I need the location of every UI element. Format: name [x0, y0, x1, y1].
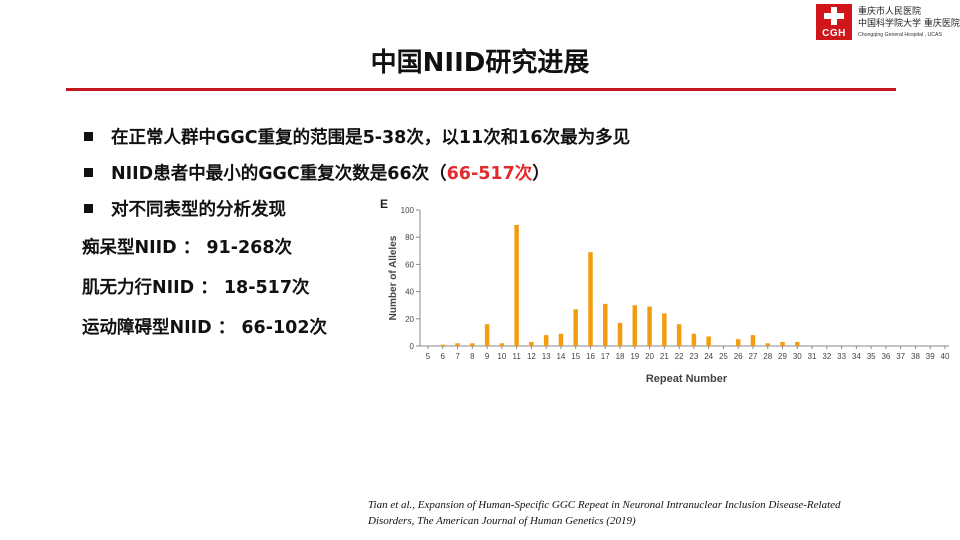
bar: [573, 309, 578, 346]
bullet-text-after: ）: [532, 163, 550, 184]
phenotype-movement: 运动障碍型NIID ： 66-102次: [82, 318, 328, 338]
x-tick-label: 34: [852, 352, 861, 361]
bar: [514, 224, 519, 346]
bar: [795, 341, 800, 346]
bar: [543, 335, 549, 346]
x-tick-label: 39: [926, 352, 935, 361]
y-tick-label: 20: [405, 315, 414, 324]
bar: [662, 313, 667, 346]
bullet-text: 在正常人群中GGC重复的范围是5-38次，以11次和16次最为多见: [111, 127, 631, 148]
bar: [647, 306, 652, 346]
bar: [691, 333, 697, 346]
bar: [455, 343, 460, 346]
x-tick-label: 12: [527, 352, 536, 361]
bar: [617, 322, 623, 346]
phenotype-dementia: 痴呆型NIID ： 91-268次: [82, 238, 293, 258]
bar: [735, 339, 741, 346]
phenotype-weakness: 肌无力行NIID ： 18-517次: [82, 278, 310, 298]
bar: [558, 333, 564, 346]
x-tick-label: 10: [497, 352, 506, 361]
bar: [780, 341, 785, 346]
repeat-number-bar-chart: E 0 20 40 60 80 100 5 6 7 8 9 10 11 12 13 14 15 16 17 18 19 20…: [380, 197, 950, 385]
slide-title: 中国NIID研究进展: [370, 48, 590, 78]
y-tick-label: 40: [405, 288, 414, 297]
logo-name-cn-2: 中国科学院大学 重庆医院: [858, 19, 960, 29]
bullet-list: 在正常人群中GGC重复的范围是5-38次，以11次和16次最为多见 NIID患者…: [84, 118, 630, 226]
x-tick-label: 36: [881, 352, 890, 361]
x-tick-label: 32: [822, 352, 831, 361]
bullet-text: 对不同表型的分析发现: [111, 199, 286, 220]
title-divider: [66, 88, 896, 91]
citation-line-1: Tian et al., Expansion of Human-Specific…: [368, 499, 841, 511]
x-tick-label: 35: [867, 352, 876, 361]
x-tick-label: 24: [704, 352, 713, 361]
bar: [632, 305, 638, 346]
bar: [588, 252, 593, 346]
bullet-text-before: NIID患者中最小的GGC重复次数是66次（: [111, 163, 447, 184]
citation-line-2: Disorders, The American Journal of Human…: [368, 515, 636, 527]
bar: [706, 336, 711, 346]
panel-label: E: [380, 197, 388, 211]
x-tick-label: 14: [556, 352, 565, 361]
y-tick-label: 80: [405, 233, 414, 242]
bullet-square-icon: [84, 167, 93, 177]
x-tick-label: 20: [645, 352, 654, 361]
x-tick-label: 23: [689, 352, 698, 361]
x-tick-label: 17: [601, 352, 610, 361]
bullet-square-icon: [84, 203, 93, 213]
logo-name-en: Chongqing General Hospital , UCAS: [858, 32, 942, 38]
y-axis-label: Number of Alleles: [388, 235, 399, 320]
bar: [470, 343, 475, 346]
bullet-item: 对不同表型的分析发现: [84, 190, 630, 226]
x-tick-label: 27: [749, 352, 758, 361]
bar: [484, 324, 490, 346]
bar: [765, 343, 770, 346]
y-tick-label: 60: [405, 260, 414, 269]
x-tick-label: 33: [837, 352, 846, 361]
x-tick-label: 11: [512, 352, 521, 361]
x-tick-label: 13: [542, 352, 551, 361]
x-tick-label: 19: [630, 352, 639, 361]
logo-abbr: CGH: [822, 28, 846, 39]
x-tick-label: 6: [441, 352, 446, 361]
x-axis-label: Repeat Number: [646, 373, 728, 385]
citation: Tian et al., Expansion of Human-Specific…: [368, 497, 958, 529]
logo-name-cn-1: 重庆市人民医院: [858, 7, 922, 17]
bullet-highlight: 66-517次: [446, 163, 533, 184]
x-tick-label: 18: [616, 352, 625, 361]
x-tick-label: 28: [763, 352, 772, 361]
x-tick-label: 21: [660, 352, 669, 361]
hospital-logo: CGH 重庆市人民医院 中国科学院大学 重庆医院 Chongqing Gener…: [816, 4, 960, 44]
bullet-item: 在正常人群中GGC重复的范围是5-38次，以11次和16次最为多见: [84, 118, 630, 154]
bullet-item: NIID患者中最小的GGC重复次数是66次（ 66-517次）: [84, 154, 630, 190]
x-tick-label: 40: [941, 352, 950, 361]
y-tick-label: 0: [410, 342, 415, 351]
x-tick-label: 22: [675, 352, 684, 361]
x-tick-label: 30: [793, 352, 802, 361]
bar: [529, 341, 534, 346]
x-tick-label: 26: [734, 352, 743, 361]
x-tick-label: 31: [808, 352, 817, 361]
bar: [440, 344, 446, 346]
x-tick-label: 7: [455, 352, 460, 361]
x-tick-label: 15: [571, 352, 580, 361]
x-tick-label: 16: [586, 352, 595, 361]
bar: [499, 343, 505, 346]
bar: [750, 335, 756, 346]
bar: [603, 303, 608, 346]
x-tick-label: 29: [778, 352, 787, 361]
bar: [676, 324, 682, 346]
x-tick-label: 25: [719, 352, 728, 361]
x-tick-label: 8: [470, 352, 475, 361]
x-tick-label: 5: [426, 352, 431, 361]
y-tick-label: 100: [401, 206, 415, 215]
x-tick-label: 9: [485, 352, 490, 361]
logo-mark-icon: CGH: [816, 4, 852, 40]
x-tick-label: 38: [911, 352, 920, 361]
bullet-square-icon: [84, 131, 93, 141]
x-tick-label: 37: [896, 352, 905, 361]
